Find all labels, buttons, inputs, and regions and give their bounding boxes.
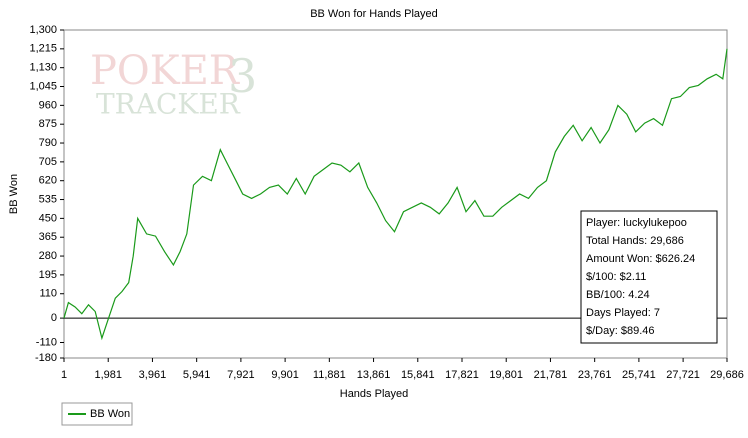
legend-label: BB Won [90,408,130,420]
info-line: Amount Won: $626.24 [586,253,695,265]
watermark: 3 [228,49,257,103]
y-axis-label: BB Won [8,174,20,214]
info-line: $/Day: $89.46 [586,325,655,337]
x-tick-label: 23,761 [578,369,612,381]
info-line: Total Hands: 29,686 [586,235,684,247]
x-tick-label: 1 [61,369,67,381]
x-tick-label: 29,686 [710,369,744,381]
info-line: Days Played: 7 [586,307,660,319]
y-tick-label: 1,130 [29,62,57,74]
y-tick-label: 110 [39,288,57,300]
x-tick-label: 5,941 [183,369,211,381]
x-tick-label: 3,961 [139,369,167,381]
x-tick-label: 27,721 [666,369,700,381]
y-tick-label: 1,045 [29,80,57,92]
y-tick-label: 620 [39,175,57,187]
y-tick-label: 450 [39,212,57,224]
x-tick-label: 21,781 [534,369,568,381]
info-box [580,210,718,344]
x-tick-label: 19,801 [489,369,523,381]
legend [61,402,133,426]
y-tick-label: 960 [39,99,57,111]
info-line: Player: luckylukepoo [586,217,687,229]
y-tick-label: 1,300 [29,24,57,36]
y-tick-label: 195 [39,269,57,281]
y-tick-label: 0 [51,312,57,324]
y-tick-label: 875 [39,118,57,130]
y-tick-label: 705 [39,156,57,168]
x-tick-label: 1,981 [94,369,122,381]
watermark: POKER [90,48,241,94]
y-tick-label: 280 [39,250,57,262]
x-tick-label: 11,881 [313,369,346,381]
y-tick-label: -110 [36,336,57,348]
x-tick-label: 7,921 [227,369,255,381]
data-line [63,48,728,341]
y-tick-label: -180 [35,352,57,364]
plot-frame [63,29,728,359]
x-tick-label: 15,841 [401,369,435,381]
x-tick-label: 9,901 [271,369,299,381]
x-tick-label: 13,861 [357,369,391,381]
x-tick-label: 17,821 [445,369,479,381]
y-tick-label: 1,215 [29,43,57,55]
chart-title: BB Won for Hands Played [310,8,438,20]
x-tick-label: 25,741 [622,369,656,381]
y-tick-label: 790 [39,137,57,149]
y-tick-label: 535 [39,193,57,205]
watermark: TRACKER [96,88,241,121]
info-line: $/100: $2.11 [586,271,646,283]
info-line: BB/100: 4.24 [586,289,650,301]
x-axis-label: Hands Played [340,388,409,400]
y-tick-label: 365 [39,231,57,243]
